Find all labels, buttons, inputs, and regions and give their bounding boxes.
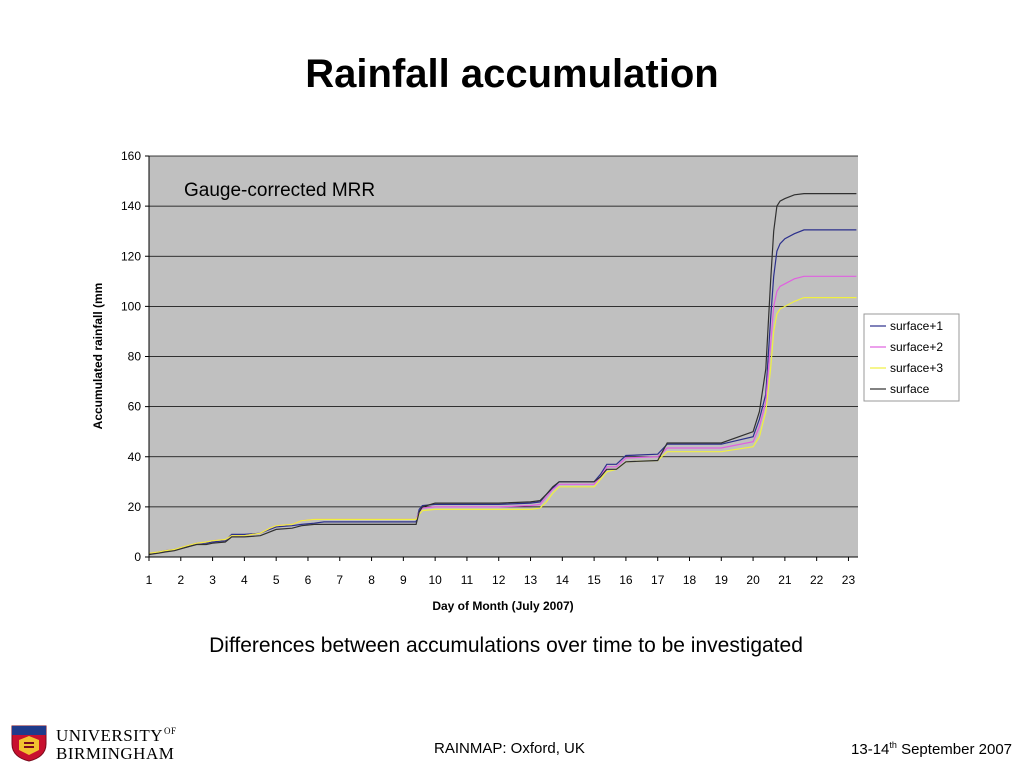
- legend-label-surface: surface: [890, 382, 930, 396]
- x-tick-label-23: 23: [842, 573, 856, 587]
- y-tick-label-160: 160: [121, 149, 141, 163]
- x-tick-label-13: 13: [524, 573, 538, 587]
- x-tick-label-7: 7: [336, 573, 343, 587]
- legend-box: [863, 313, 960, 402]
- x-tick-label-14: 14: [556, 573, 570, 587]
- slide-title: Rainfall accumulation: [305, 52, 719, 96]
- x-tick-label-8: 8: [368, 573, 375, 587]
- x-tick-label-9: 9: [400, 573, 407, 587]
- x-tick-label-20: 20: [746, 573, 760, 587]
- series-line-surface+1: [148, 229, 857, 556]
- y-tick-label-100: 100: [121, 299, 141, 313]
- x-tick-label-15: 15: [587, 573, 601, 587]
- x-tick-label-18: 18: [683, 573, 697, 587]
- legend-label-surface+3: surface+3: [890, 361, 943, 375]
- university-logo: UNIVERSITYOF BIRMINGHAM: [10, 724, 210, 764]
- y-tick-label-120: 120: [121, 249, 141, 263]
- y-tick-label-80: 80: [128, 350, 142, 364]
- footer-date: 13-14th September 2007: [851, 740, 1012, 758]
- crest-icon: [11, 725, 47, 762]
- y-tick-label-40: 40: [128, 450, 142, 464]
- chart-legend: surface+1 surface+2 surface+3 surface: [863, 313, 960, 402]
- y-tick-label-60: 60: [128, 400, 142, 414]
- logo-text-university: UNIVERSITYOF: [56, 726, 177, 745]
- x-tick-label-5: 5: [273, 573, 280, 587]
- y-tick-label-0: 0: [134, 550, 141, 564]
- series-lines: [148, 192, 857, 556]
- y-tick-label-140: 140: [121, 199, 141, 213]
- x-tick-label-6: 6: [305, 573, 312, 587]
- x-axis-title: Day of Month (July 2007): [432, 599, 573, 613]
- gridlines: [149, 155, 858, 508]
- y-tick-label-20: 20: [128, 500, 142, 514]
- y-axis-title: Accumulated rainfall (mm: [91, 283, 105, 430]
- slide-caption: Differences between accumulations over t…: [209, 634, 803, 657]
- x-tick-label-2: 2: [177, 573, 184, 587]
- x-tick-label-17: 17: [651, 573, 665, 587]
- x-tick-label-16: 16: [619, 573, 633, 587]
- x-tick-label-12: 12: [492, 573, 506, 587]
- series-line-surface+3: [148, 297, 857, 554]
- x-tick-label-19: 19: [715, 573, 729, 587]
- series-line-surface: [148, 192, 857, 556]
- x-tick-label-21: 21: [778, 573, 792, 587]
- x-tick-label-22: 22: [810, 573, 824, 587]
- logo-text-birmingham: BIRMINGHAM: [56, 744, 175, 763]
- x-tick-label-3: 3: [209, 573, 216, 587]
- x-tick-label-11: 11: [461, 573, 474, 587]
- x-tick-label-1: 1: [146, 573, 153, 587]
- x-tick-label-4: 4: [241, 573, 248, 587]
- footer-event: RAINMAP: Oxford, UK: [434, 740, 585, 757]
- chart-annotation: Gauge-corrected MRR: [184, 180, 375, 201]
- legend-label-surface+2: surface+2: [890, 340, 943, 354]
- x-tick-label-10: 10: [428, 573, 442, 587]
- legend-label-surface+1: surface+1: [890, 319, 943, 333]
